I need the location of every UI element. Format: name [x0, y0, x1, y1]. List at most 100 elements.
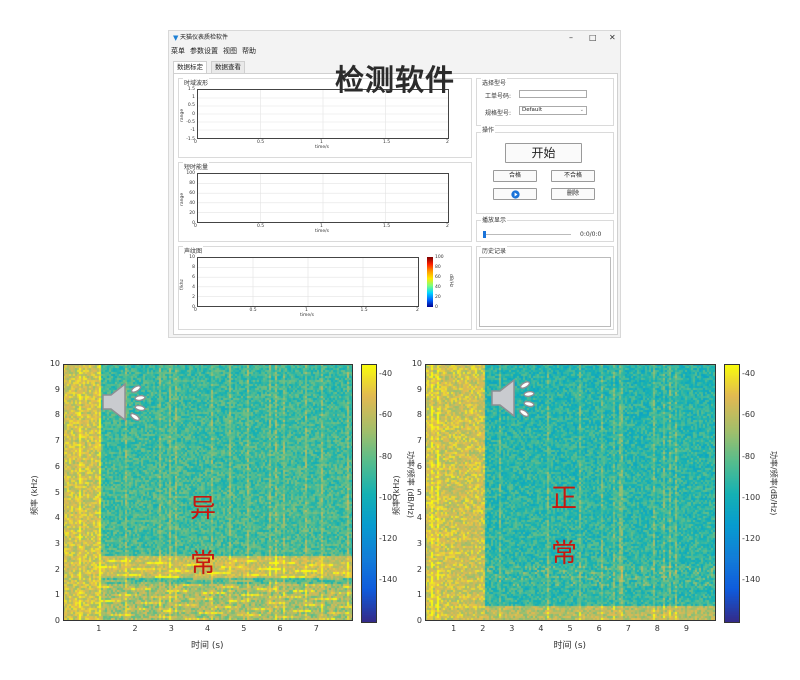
minimize-button[interactable]: –: [569, 33, 573, 42]
playback-slider[interactable]: [483, 231, 486, 238]
colorbar-tick-label: -120: [742, 533, 761, 543]
menu-item-params[interactable]: 参数设置: [190, 47, 218, 55]
y-axis-label: range: [180, 192, 185, 206]
x-tick-label: 0.5: [257, 224, 265, 229]
y-tick-label: 60: [189, 190, 195, 196]
x-tick-label: 1.5: [383, 140, 391, 145]
x-tick-label: 1: [451, 624, 457, 633]
x-tick-label: 8: [654, 624, 660, 633]
colorbar-tick-label: -80: [742, 451, 756, 461]
pass-button[interactable]: 合格: [493, 170, 537, 182]
colorbar: [361, 364, 377, 623]
y-tick-label: 2: [192, 294, 195, 300]
colorbar-tick-label: 100: [435, 254, 444, 260]
y-tick-label: 8: [192, 264, 195, 270]
y-tick-label: 8: [416, 410, 422, 420]
tab-data-view[interactable]: 数据查看: [211, 61, 245, 73]
colorbar-tick-label: -140: [379, 574, 398, 584]
colorbar-tick-label: -40: [379, 369, 393, 379]
x-tick-label: 2: [132, 624, 138, 633]
status-label-char: 异: [190, 494, 217, 524]
speaker-icon[interactable]: [489, 376, 539, 420]
colorbar-tick-label: -120: [379, 533, 398, 543]
colorbar-tick-label: -60: [379, 410, 393, 420]
y-tick-label: -1.5: [186, 136, 195, 142]
speaker-icon[interactable]: [100, 380, 150, 424]
time_wave-grid: [198, 90, 448, 138]
group-title: 时域波形: [183, 78, 210, 87]
y-tick-label: 5: [416, 487, 422, 497]
x-tick-label: 1: [305, 308, 308, 313]
x-tick-label: 7: [313, 624, 319, 633]
app-logo-icon: ▼: [173, 34, 179, 42]
work-order-input[interactable]: [519, 90, 587, 98]
status-label-char: 常: [551, 539, 578, 569]
x-tick-label: 1: [96, 624, 102, 633]
y-axis-label: 频率 (kHz): [392, 474, 401, 515]
delete-button[interactable]: 删除: [551, 188, 595, 200]
x-tick-label: 4: [538, 624, 544, 633]
group-title: 选择型号: [481, 78, 508, 87]
menu-item-main[interactable]: 菜单: [171, 47, 185, 55]
y-tick-label: 9: [416, 384, 422, 394]
y-tick-label: 0: [192, 111, 195, 117]
close-button[interactable]: ✕: [609, 33, 616, 42]
app-window: ▼ 天猫仪表质检软件 – □ ✕ 菜单 参数设置 视图 帮助 数据标定 数据查看 时域…: [168, 30, 621, 338]
y-tick-label: 9: [54, 384, 60, 394]
x-tick-label: 2: [480, 624, 486, 633]
maximize-button[interactable]: □: [589, 33, 597, 42]
group-short-energy: 短时能量 100 80 60 40 20 0 0 0.5 1 1.5 2 time/s range: [178, 162, 472, 242]
spec-select[interactable]: Default ⌄: [519, 106, 587, 115]
menu-item-view[interactable]: 视图: [223, 47, 237, 55]
menu-bar: 菜单 参数设置 视图 帮助: [171, 46, 261, 57]
x-axis-label: 时间 (s): [553, 641, 587, 651]
y-tick-label: 80: [189, 180, 195, 186]
colorbar-tick-label: -80: [379, 451, 393, 461]
tab-content: 时域波形 1.5 1 0.5 0 -0.5 -1 -1.5 0 0.5 1 1.5 2 time/s ra…: [173, 73, 618, 335]
spec-label: 规格型号:: [485, 110, 512, 117]
y-tick-label: 10: [411, 359, 422, 368]
start-button[interactable]: 开始: [505, 143, 582, 163]
y-tick-label: 6: [416, 461, 422, 471]
colorbar-tick-label: 80: [435, 264, 441, 270]
short_energy-grid: [198, 174, 448, 222]
y-tick-label: 7: [416, 436, 422, 446]
colorbar-tick-label: 20: [435, 294, 441, 300]
y-tick-label: 6: [192, 274, 195, 280]
y-tick-label: 4: [416, 513, 422, 523]
menu-item-help[interactable]: 帮助: [242, 47, 256, 55]
x-tick-label: 0.5: [249, 308, 257, 313]
x-tick-label: 5: [241, 624, 247, 633]
y-tick-label: 8: [54, 410, 60, 420]
x-tick-label: 1.5: [360, 308, 368, 313]
colorbar-tick-label: -40: [742, 369, 756, 379]
x-axis-label: 时间 (s): [191, 641, 224, 651]
colorbar-tick-label: -60: [742, 410, 756, 420]
colorbar-label: dB/Hz: [448, 274, 453, 288]
x-tick-label: 6: [277, 624, 283, 633]
y-tick-label: 1.5: [187, 86, 195, 92]
group-title: 操作: [481, 125, 496, 134]
spectrogram-axes-frame: [425, 364, 716, 621]
playback-track: [483, 234, 571, 235]
group-model-select: 选择型号 工单号码: 规格型号: Default ⌄: [476, 78, 614, 126]
y-tick-label: 1: [54, 590, 60, 600]
y-tick-label: -1: [190, 128, 196, 134]
colorbar-tick-label: 60: [435, 274, 441, 280]
fail-button[interactable]: 不合格: [551, 170, 595, 182]
time_wave-axes: [197, 89, 449, 139]
short_energy-axes: [197, 173, 449, 223]
group-title: 历史记录: [481, 246, 508, 255]
voiceprint-grid: [198, 258, 418, 306]
history-list[interactable]: [479, 257, 611, 327]
spec-select-value: Default: [522, 107, 543, 113]
playback-time: 0:0/0:0: [580, 231, 602, 238]
play-button[interactable]: [493, 188, 537, 200]
y-axis-label: f/khz: [180, 279, 185, 290]
spectrogram-image: [425, 364, 716, 621]
colorbar: [724, 364, 740, 623]
y-tick-label: 3: [416, 538, 422, 548]
group-title: 播放显示: [481, 215, 508, 224]
tab-data-calibration[interactable]: 数据标定: [173, 61, 207, 73]
x-tick-label: 1.5: [383, 224, 391, 229]
